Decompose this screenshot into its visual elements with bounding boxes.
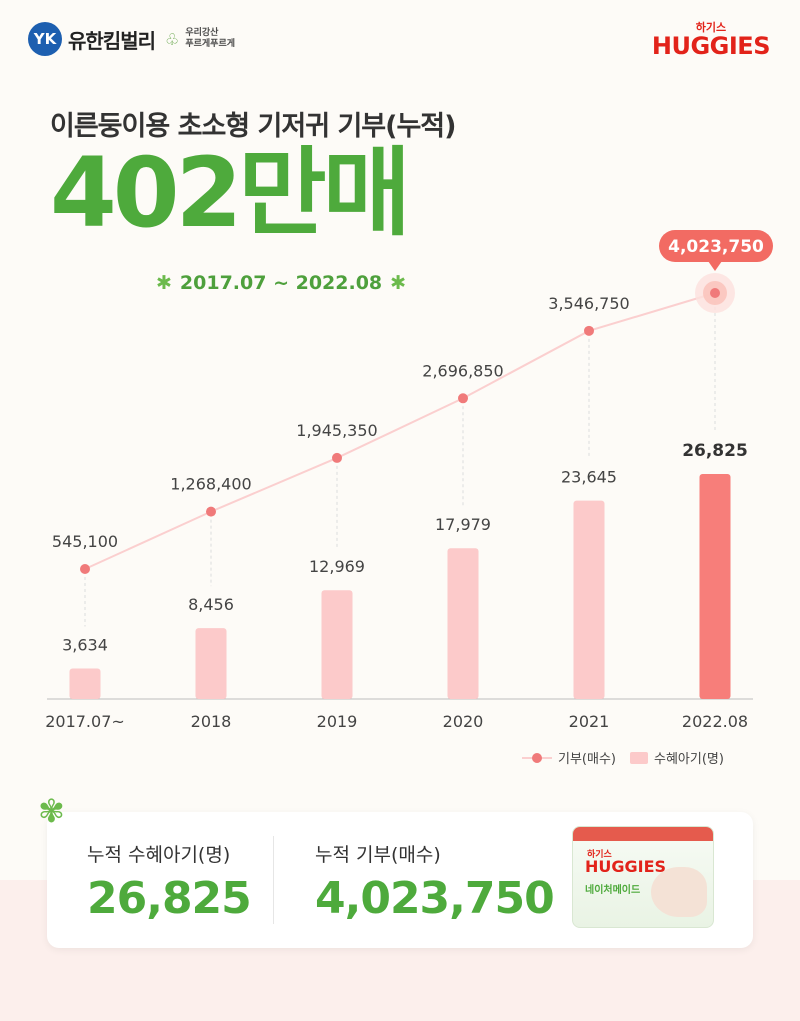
pack-top-band: [573, 827, 713, 841]
legend-item-babies: 수혜아기(명): [629, 748, 724, 767]
line-value-label: 1,268,400: [170, 475, 251, 494]
stat-divider: [273, 836, 274, 924]
legend-line-marker-icon: [522, 752, 552, 763]
yk-logo-icon: YK: [28, 22, 62, 56]
bar-2021: [573, 500, 605, 699]
line-value-label: 3,546,750: [548, 294, 629, 313]
legend-bar-marker-icon: [629, 751, 648, 764]
pack-logo: HUGGIES: [585, 857, 667, 876]
bar-2020: [447, 548, 479, 699]
pack-product-line: 네이처메이드: [585, 885, 641, 896]
line-point: [584, 325, 594, 336]
period-range: ✱ 2017.07 ~ 2022.08 ✱: [148, 272, 414, 294]
bar-value-label: 23,645: [561, 468, 617, 487]
stat-babies-value: 26,825: [87, 873, 252, 924]
huggies-logo-main: HUGGIES: [651, 32, 771, 60]
stat-babies: 누적 수혜아기(명) 26,825: [87, 840, 252, 924]
bar-2019: [321, 590, 353, 699]
x-tick-label: 2021: [569, 712, 610, 731]
stat-donation: 누적 기부(매수) 4,023,750: [315, 840, 555, 924]
highlight-callout-label: 4,023,750: [668, 237, 764, 257]
huggies-logo-sub: 하기스: [695, 21, 727, 34]
line-value-label: 2,696,850: [422, 361, 503, 380]
donation-chart: 3,634 8,456 12,969 17,979 23,645 26,825 545,10…: [45, 230, 773, 731]
star-icon: ✱: [156, 272, 172, 294]
brand-name: 유한킴벌리: [68, 28, 156, 53]
legend-babies-label: 수혜아기(명): [653, 752, 724, 767]
star-icon: ✱: [390, 272, 407, 294]
bar-2022.08: [699, 474, 731, 699]
legend-item-donation: 기부(매수): [522, 748, 616, 767]
bar-value-label: 3,634: [62, 636, 108, 655]
line-point: [206, 506, 216, 517]
diaper-pack-image: 하기스 HUGGIES 네이처메이드: [572, 826, 714, 928]
headline-total: 402만매: [50, 137, 411, 249]
slogan-line-1: 우리강산: [185, 28, 219, 38]
x-tick-label: 2020: [443, 712, 484, 731]
line-point: [332, 452, 342, 463]
page-subtitle: 이른둥이용 초소형 기저귀 기부(누적): [50, 111, 456, 142]
line-value-label: 1,945,350: [296, 421, 377, 440]
stat-babies-label: 누적 수혜아기(명): [87, 844, 231, 866]
stat-donation-label: 누적 기부(매수): [315, 844, 441, 866]
pack-logo-sub: 하기스: [587, 850, 612, 860]
bar-2018: [195, 628, 227, 699]
bar-value-label: 8,456: [188, 595, 234, 614]
bar-value-label: 26,825: [682, 441, 748, 461]
line-point: [80, 564, 90, 574]
summary-card: 누적 수혜아기(명) 26,825 누적 기부(매수) 4,023,750 하기…: [47, 812, 753, 948]
clover-icon: ✾: [38, 792, 65, 830]
x-tick-label: 2019: [317, 712, 358, 731]
highlight-callout-pointer: [708, 261, 722, 271]
legend-donation-label: 기부(매수): [558, 752, 616, 767]
highlight-callout-bubble: [659, 230, 773, 262]
stat-donation-value: 4,023,750: [315, 873, 555, 924]
slogan-line-2: 푸르게푸르게: [185, 39, 236, 49]
line-point: [710, 288, 720, 298]
x-tick-label: 2022.08: [682, 712, 748, 731]
bar-value-label: 12,969: [309, 557, 365, 576]
bar-value-label: 17,979: [435, 515, 491, 534]
chart-legend: 기부(매수) 수혜아기(명): [522, 748, 724, 767]
x-tick-label: 2018: [191, 712, 232, 731]
x-tick-label: 2017.07~: [45, 712, 125, 731]
bar-2017.07~: [69, 668, 101, 699]
line-value-label: 545,100: [52, 532, 118, 551]
period-text: 2017.07 ~ 2022.08: [179, 272, 383, 294]
brand-slogan: 우리강산 푸르게푸르게: [185, 28, 235, 50]
tree-icon: ♧: [165, 29, 180, 49]
donation-line: [84, 292, 716, 570]
line-point: [458, 393, 468, 404]
yuhan-kimberly-logo: YK 유한킴벌리 ♧ 우리강산 푸르게푸르게: [28, 22, 235, 56]
huggies-logo: 하기스 HUGGIES: [651, 21, 771, 60]
pack-baby-illustration: [651, 867, 707, 917]
